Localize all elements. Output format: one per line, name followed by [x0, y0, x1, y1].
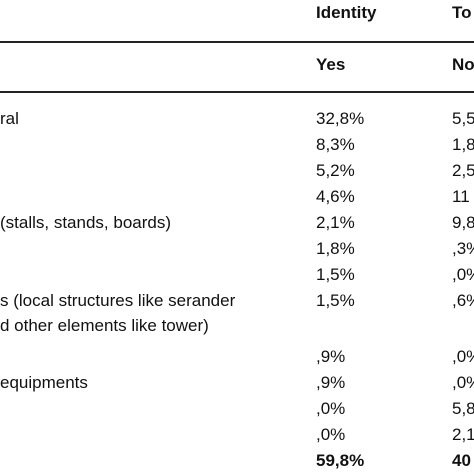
row-label-continued: d other elements like tower)	[0, 316, 209, 335]
cell-no: 5,8	[452, 399, 474, 418]
row-label: (stalls, stands, boards)	[0, 213, 172, 232]
header-no: No	[452, 55, 474, 74]
cell-yes: 32,8%	[316, 109, 365, 128]
cell-no: ,0%	[452, 373, 474, 392]
header-yes: Yes	[316, 55, 346, 74]
cell-yes: ,0%	[316, 399, 346, 418]
row-label: equipments	[0, 373, 88, 392]
header-to: To	[452, 3, 472, 22]
cell-yes: 4,6%	[316, 187, 355, 206]
total-no: 40	[452, 451, 471, 470]
header-rule-top	[0, 41, 474, 43]
cell-yes: 1,8%	[316, 239, 355, 258]
cell-no: 5,5	[452, 109, 474, 128]
cell-no: 9,8	[452, 213, 474, 232]
cell-no: ,0%	[452, 347, 474, 366]
cell-no: 2,1	[452, 425, 474, 444]
cell-yes: 1,5%	[316, 291, 355, 310]
cell-yes: ,9%	[316, 347, 346, 366]
row-label: ral	[0, 109, 19, 128]
cell-no: 2,5	[452, 161, 474, 180]
row-label: s (local structures like serander	[0, 291, 236, 310]
cell-no: ,3%	[452, 239, 474, 258]
cell-yes: ,9%	[316, 373, 346, 392]
cell-no: 11	[452, 187, 470, 206]
cell-yes: 8,3%	[316, 135, 355, 154]
cell-yes: 2,1%	[316, 213, 355, 232]
cell-yes: 1,5%	[316, 265, 355, 284]
cell-no: ,6%	[452, 291, 474, 310]
cell-no: 1,8	[452, 135, 474, 154]
cell-yes: ,0%	[316, 425, 346, 444]
header-identity: Identity	[316, 3, 377, 22]
cell-yes: 5,2%	[316, 161, 355, 180]
total-yes: 59,8%	[316, 451, 365, 470]
cell-no: ,0%	[452, 265, 474, 284]
header-rule-bottom	[0, 91, 474, 93]
